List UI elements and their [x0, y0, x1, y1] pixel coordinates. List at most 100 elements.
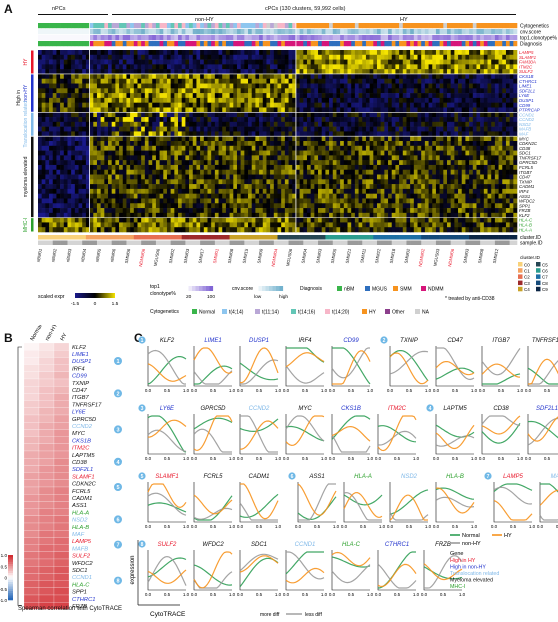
heat-cell: [494, 136, 499, 142]
heat-cell: [465, 169, 470, 175]
cluster-cell: [502, 235, 507, 240]
heat-cell: [178, 50, 182, 56]
clonotype-cell: [78, 35, 83, 41]
heat-cell: [141, 121, 146, 127]
heat-cell: [391, 73, 396, 80]
heat-cell: [277, 179, 282, 185]
heat-cell: [115, 93, 120, 99]
heat-cell: [461, 59, 466, 65]
heat-cell: [108, 112, 112, 118]
heat-cell: [119, 126, 124, 132]
heat-cell: [502, 64, 507, 70]
heat-cell: [421, 145, 426, 151]
heat-cell: [388, 131, 393, 137]
heat-cell: [159, 193, 164, 199]
heat-cell: [262, 73, 267, 80]
heat-cell: [196, 169, 201, 175]
heat-cell: [163, 69, 168, 75]
heat-cell: [428, 141, 433, 147]
heat-cell: [259, 102, 264, 108]
heat-cell: [41, 78, 46, 84]
diagnosis-cell: [82, 41, 87, 47]
heat-cell: [347, 136, 352, 142]
heat-cell: [410, 93, 415, 99]
heat-cell: [60, 145, 65, 151]
cluster-cell: [421, 235, 426, 240]
heat-cell: [288, 174, 293, 180]
heat-cell: [166, 141, 171, 147]
cytogenetics-cell: [196, 23, 201, 29]
heat-cell: [284, 121, 289, 127]
heat-cell: [410, 136, 415, 142]
heat-cell: [181, 88, 186, 94]
heat-cell: [111, 160, 116, 166]
heat-cell: [362, 169, 367, 175]
cnv-cell: [178, 29, 182, 35]
heat-cell: [310, 83, 315, 89]
heat-cell: [38, 169, 42, 175]
heat-cell: [491, 160, 496, 166]
heat-cell: [108, 93, 112, 99]
heat-cell: [236, 136, 241, 142]
heat-cell: [163, 203, 168, 209]
heat-cell: [277, 155, 282, 161]
heat-cell: [417, 179, 422, 185]
heat-cell: [174, 78, 179, 84]
heat-cell: [155, 203, 160, 209]
cnv-cell: [155, 29, 160, 35]
cytogenetics-cell: [181, 23, 186, 29]
heat-cell: [446, 131, 451, 137]
heat-cell: [82, 131, 87, 137]
heat-cell: [273, 50, 278, 56]
heat-cell: [406, 88, 411, 94]
heat-cell: [336, 83, 341, 89]
heat-cell: [450, 160, 455, 166]
heat-cell: [487, 59, 492, 65]
cytogenetics-cell: [233, 23, 238, 29]
heat-cell: [483, 150, 488, 156]
diagnosis-cell: [388, 41, 393, 47]
heat-cell: [137, 83, 142, 89]
heat-cell: [41, 193, 46, 199]
heat-cell: [240, 112, 245, 118]
heat-cell: [89, 155, 94, 161]
heat-cell: [152, 78, 157, 84]
clonotype-cell: [505, 35, 510, 41]
heat-cell: [52, 112, 57, 118]
heat-cell: [373, 50, 378, 56]
heat-cell: [273, 73, 278, 80]
heat-cell: [487, 88, 492, 94]
heat-cell: [303, 54, 308, 60]
heat-cell: [262, 54, 267, 60]
heat-cell: [498, 54, 503, 60]
heat-cell: [144, 107, 149, 113]
heat-cell: [347, 50, 352, 56]
heat-cell: [49, 141, 54, 147]
heat-cell: [502, 73, 507, 80]
heat-cell: [266, 83, 271, 89]
heat-cell: [281, 117, 286, 123]
heat-cell: [45, 184, 50, 190]
heat-cell: [476, 188, 481, 194]
diagnosis-cell: [476, 41, 481, 47]
heat-cell: [100, 126, 105, 132]
heat-cell: [472, 88, 477, 94]
heat-cell: [45, 131, 50, 137]
heat-cell: [262, 117, 267, 123]
heat-cell: [93, 131, 98, 137]
heat-cell: [262, 88, 267, 94]
heat-cell: [284, 64, 289, 70]
heat-cell: [248, 145, 253, 151]
heat-cell: [277, 54, 282, 60]
heat-cell: [395, 164, 400, 171]
heat-cell: [421, 184, 426, 190]
heat-cell: [218, 131, 223, 137]
heat-cell: [144, 88, 149, 94]
diagnosis-cell: [251, 41, 256, 47]
heat-cell: [509, 69, 514, 75]
heat-cell: [96, 112, 101, 118]
heat-cell: [130, 102, 135, 108]
heat-cell: [56, 193, 61, 199]
heat-cell: [214, 83, 219, 89]
heat-cell: [351, 69, 356, 75]
